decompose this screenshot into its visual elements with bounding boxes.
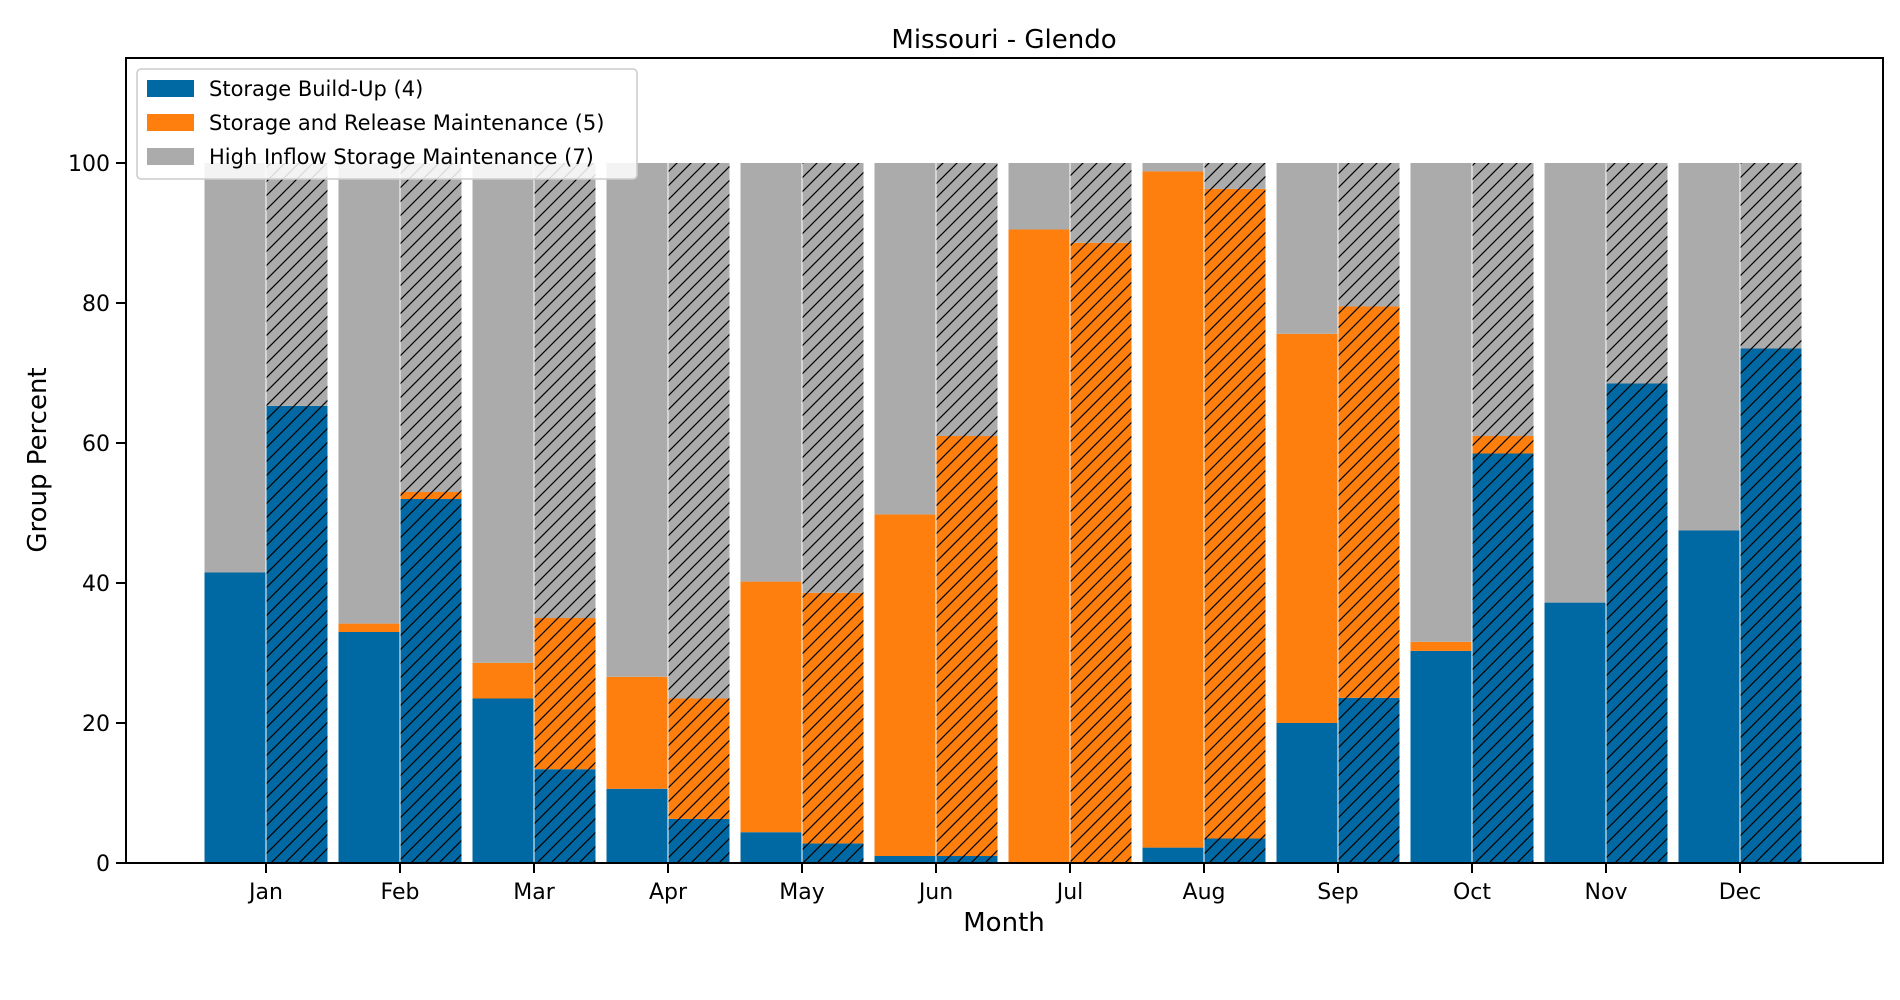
bar-dec-solid-series-1 (1678, 530, 1740, 863)
y-tick-label: 0 (96, 852, 110, 877)
legend-swatch (147, 80, 194, 97)
legend-label: High Inflow Storage Maintenance (7) (209, 145, 594, 169)
legend-box (136, 68, 638, 180)
bar-hatch-may-series-1 (802, 843, 864, 863)
y-tick-label: 60 (82, 432, 110, 457)
bar-hatch-sep-series-3 (1338, 163, 1400, 307)
bar-hatch-nov-series-3 (1606, 163, 1668, 384)
y-tick-label: 100 (68, 152, 110, 177)
bar-apr-solid-series-3 (606, 163, 668, 677)
bars-group (204, 163, 1802, 864)
bar-hatch-sep-series-2 (1338, 306, 1400, 698)
bar-oct-solid-series-3 (1410, 163, 1472, 642)
bar-mar-solid-series-1 (472, 698, 534, 863)
bar-mar-solid-series-3 (472, 163, 534, 663)
bar-hatch-oct-series-3 (1472, 163, 1534, 436)
x-tick-label: Aug (1183, 880, 1226, 905)
plot-frame (125, 57, 1884, 864)
y-tick-label: 40 (82, 572, 110, 597)
bar-apr-solid-series-1 (606, 788, 668, 863)
bar-oct-solid-series-1 (1410, 650, 1472, 863)
x-tick-label: Feb (381, 880, 420, 905)
bar-feb-solid-series-2 (338, 623, 400, 632)
bar-sep-solid-series-3 (1276, 163, 1338, 334)
bar-hatch-may-series-3 (802, 163, 864, 593)
x-tick-label: Mar (513, 880, 555, 905)
bar-hatch-may-series-2 (802, 592, 864, 844)
bar-hatch-nov-series-1 (1606, 383, 1668, 863)
bar-hatch-mar-series-1 (534, 769, 596, 863)
bar-sep-solid-series-2 (1276, 333, 1338, 723)
bar-hatch-oct-series-1 (1472, 453, 1534, 863)
bar-hatch-aug-series-3 (1204, 163, 1266, 189)
bar-hatch-aug-series-1 (1204, 838, 1266, 863)
x-tick-label: Jul (1055, 880, 1084, 905)
x-tick-label: Sep (1317, 880, 1358, 905)
bar-hatch-sep-series-1 (1338, 697, 1400, 863)
chart-title: Missouri - Glendo (891, 25, 1116, 55)
x-axis-label: Month (963, 908, 1045, 938)
bar-jan-solid-series-1 (204, 572, 266, 863)
bar-feb-solid-series-3 (338, 163, 400, 624)
x-tick-label: Apr (649, 880, 688, 905)
bar-jun-solid-series-3 (874, 163, 936, 515)
legend-label: Storage and Release Maintenance (5) (209, 111, 604, 135)
y-axis-label: Group Percent (23, 367, 53, 552)
bar-hatch-feb-series-1 (400, 499, 462, 863)
bar-jan-solid-series-3 (204, 163, 266, 573)
x-tick-label: Dec (1719, 880, 1762, 905)
x-tick-label: Nov (1585, 880, 1628, 905)
x-tick-label: May (779, 880, 824, 905)
x-tick-label: Jan (247, 880, 283, 905)
bar-hatch-jul-series-3 (1070, 163, 1132, 243)
bar-may-solid-series-3 (740, 163, 802, 582)
bar-aug-solid-series-1 (1142, 847, 1204, 863)
bar-feb-solid-series-1 (338, 632, 400, 863)
bar-may-solid-series-2 (740, 581, 802, 833)
bar-apr-solid-series-2 (606, 676, 668, 789)
bar-nov-solid-series-3 (1544, 163, 1606, 603)
legend-label: Storage Build-Up (4) (209, 77, 423, 101)
bar-hatch-jun-series-3 (936, 163, 998, 436)
legend-swatch (147, 148, 194, 165)
bar-hatch-mar-series-2 (534, 618, 596, 770)
y-tick-label: 80 (82, 292, 110, 317)
bar-aug-solid-series-3 (1142, 163, 1204, 172)
bar-sep-solid-series-1 (1276, 723, 1338, 863)
bar-hatch-feb-series-3 (400, 163, 462, 492)
x-tick-label: Jun (917, 880, 953, 905)
bar-may-solid-series-1 (740, 832, 802, 863)
x-axis: Jan Feb Mar Apr May Jun Jul Aug Sep Oct Nov Dec (247, 863, 1761, 905)
bar-hatch-jan-series-3 (266, 163, 328, 406)
bar-hatch-apr-series-1 (668, 818, 730, 863)
y-axis: 0 20 40 60 80 100 (68, 152, 126, 877)
bar-jul-solid-series-3 (1008, 163, 1070, 230)
bar-mar-solid-series-2 (472, 662, 534, 699)
legend-swatch (147, 114, 194, 131)
bar-hatch-oct-series-2 (1472, 436, 1534, 454)
bar-hatch-apr-series-3 (668, 163, 730, 699)
legend: Storage Build-Up (4) Storage and Release … (136, 68, 638, 180)
bar-jul-solid-series-2 (1008, 229, 1070, 863)
bar-jun-solid-series-2 (874, 514, 936, 856)
bar-hatch-jun-series-1 (936, 856, 998, 863)
bar-hatch-jul-series-2 (1070, 242, 1132, 864)
bar-hatch-apr-series-2 (668, 698, 730, 819)
bar-hatch-jun-series-2 (936, 436, 998, 856)
bar-jun-solid-series-1 (874, 856, 936, 863)
bar-hatch-aug-series-2 (1204, 188, 1266, 839)
bar-oct-solid-series-2 (1410, 641, 1472, 651)
y-tick-label: 20 (82, 712, 110, 737)
bar-hatch-mar-series-3 (534, 163, 596, 618)
bar-hatch-feb-series-2 (400, 492, 462, 499)
bar-nov-solid-series-1 (1544, 602, 1606, 863)
bar-hatch-dec-series-3 (1740, 163, 1802, 349)
bar-aug-solid-series-2 (1142, 171, 1204, 848)
bar-hatch-dec-series-1 (1740, 348, 1802, 863)
bar-hatch-jan-series-1 (266, 405, 328, 863)
bar-dec-solid-series-3 (1678, 163, 1740, 531)
x-tick-label: Oct (1453, 880, 1491, 905)
